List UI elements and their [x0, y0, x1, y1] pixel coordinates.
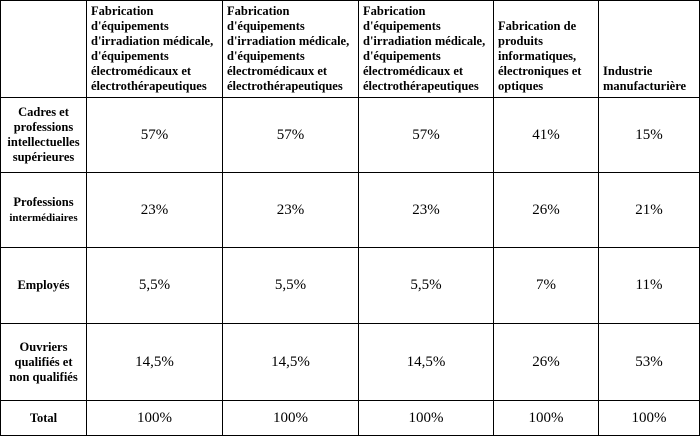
table-cell: 23% [86, 172, 223, 248]
table-cell: 15% [598, 97, 700, 173]
table-cell: 100% [86, 400, 223, 436]
column-header: Fabrication d'équipements d'irradiation … [86, 0, 223, 98]
table-row: Cadres et professions intellectuelles su… [0, 97, 700, 173]
table-cell: 100% [358, 400, 494, 436]
row-label: Professions intermédiaires [0, 172, 87, 248]
table-cell: 14,5% [86, 323, 223, 401]
column-header: Fabrication de produits informatiques, é… [493, 0, 599, 98]
column-header: Fabrication d'équipements d'irradiation … [222, 0, 359, 98]
table-row: Ouvriers qualifiés et non qualifiés 14,5… [0, 323, 700, 401]
table-cell: 5,5% [358, 247, 494, 324]
table-cell: 100% [493, 400, 599, 436]
corner-cell [0, 0, 87, 98]
row-label: Total [0, 400, 87, 436]
table-cell: 26% [493, 172, 599, 248]
column-header: Fabrication d'équipements d'irradiation … [358, 0, 494, 98]
table-cell: 11% [598, 247, 700, 324]
table-cell: 100% [598, 400, 700, 436]
row-label: Cadres et professions intellectuelles su… [0, 97, 87, 173]
table-cell: 14,5% [358, 323, 494, 401]
table-cell: 21% [598, 172, 700, 248]
table-cell: 23% [222, 172, 359, 248]
table-row: Professions intermédiaires 23% 23% 23% 26… [0, 172, 700, 248]
table-cell: 23% [358, 172, 494, 248]
row-label-line: Professions [13, 194, 74, 209]
table-cell: 5,5% [222, 247, 359, 324]
row-label: Employés [0, 247, 87, 324]
column-header: Industrie manufacturière [598, 0, 700, 98]
table-cell: 26% [493, 323, 599, 401]
table-cell: 100% [222, 400, 359, 436]
table-cell: 41% [493, 97, 599, 173]
table-row: Employés 5,5% 5,5% 5,5% 7% 11% [0, 247, 700, 324]
table-cell: 57% [86, 97, 223, 173]
row-label: Ouvriers qualifiés et non qualifiés [0, 323, 87, 401]
table-cell: 57% [222, 97, 359, 173]
table-cell: 57% [358, 97, 494, 173]
table-cell: 5,5% [86, 247, 223, 324]
table-row: Total 100% 100% 100% 100% 100% [0, 400, 700, 436]
header-row: Fabrication d'équipements d'irradiation … [0, 0, 700, 98]
table-cell: 7% [493, 247, 599, 324]
table-cell: 14,5% [222, 323, 359, 401]
table-cell: 53% [598, 323, 700, 401]
row-label-line: intermédiaires [9, 211, 78, 224]
